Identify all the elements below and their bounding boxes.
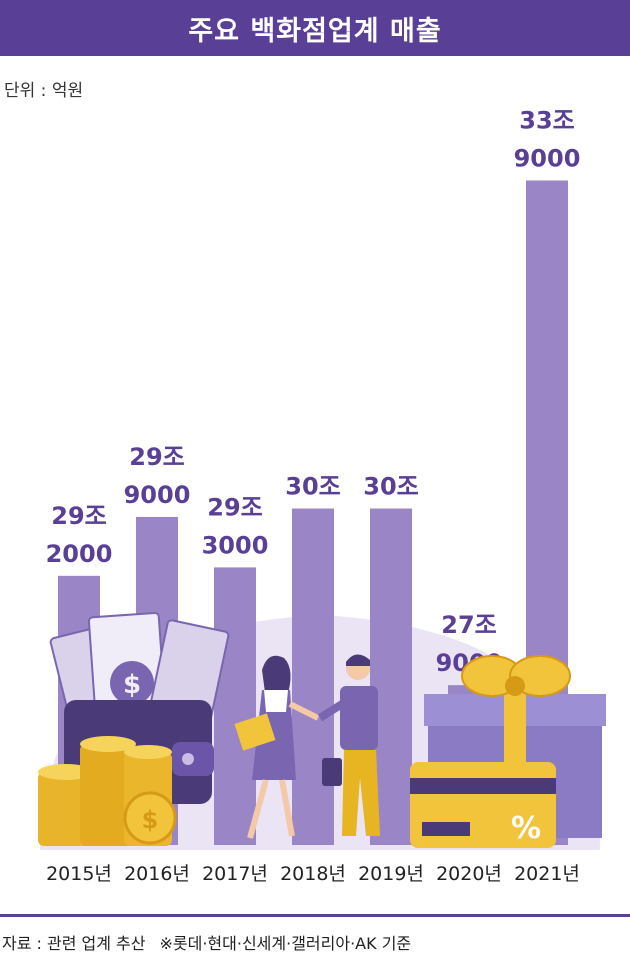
bar-value-label: 9000	[124, 481, 191, 509]
bar-value-label: 29조	[129, 443, 184, 471]
bar-value-label: 29조	[51, 502, 106, 530]
woman-illustration	[234, 655, 320, 839]
bar-value-label: 30조	[285, 473, 340, 501]
bar-value-label: 29조	[207, 493, 262, 521]
x-tick-label: 2018년	[280, 863, 346, 885]
bar	[292, 508, 334, 845]
x-tick-label: 2020년	[436, 863, 502, 885]
gift-card-illustration: %	[410, 762, 556, 848]
footer-rule	[0, 914, 630, 917]
bar-value-label: 2000	[46, 540, 113, 568]
bar-value-label: 9000	[514, 144, 581, 172]
bar-value-label: 30조	[363, 473, 418, 501]
x-tick-label: 2016년	[124, 863, 190, 885]
coins-illustration: $	[38, 736, 177, 846]
source-text: 자료 : 관련 업계 추산	[2, 934, 146, 953]
source-note: 자료 : 관련 업계 추산 ※롯데·현대·신세계·갤러리아·AK 기준	[2, 930, 411, 954]
bar-value-label: 3000	[202, 531, 269, 559]
x-tick-label: 2019년	[358, 863, 424, 885]
man-illustration	[317, 654, 380, 836]
svg-text:$: $	[142, 806, 159, 834]
svg-text:%: %	[511, 811, 541, 846]
svg-text:$: $	[123, 670, 141, 700]
bar	[214, 567, 256, 845]
company-note: ※롯데·현대·신세계·갤러리아·AK 기준	[159, 934, 412, 953]
unit-label: 단위 : 억원	[4, 81, 84, 101]
bar-value-label: 27조	[441, 611, 496, 639]
chart-title: 주요 백화점업계 매출	[0, 0, 630, 56]
bar-chart: 29조 2000 2015년 29조 9000 2016년 29조 3000 2017년 30조 2…	[38, 106, 606, 885]
x-tick-label: 2015년	[46, 863, 112, 885]
bar-value-label: 33조	[519, 106, 574, 134]
x-tick-label: 2017년	[202, 863, 268, 885]
x-tick-label: 2021년	[514, 863, 580, 885]
